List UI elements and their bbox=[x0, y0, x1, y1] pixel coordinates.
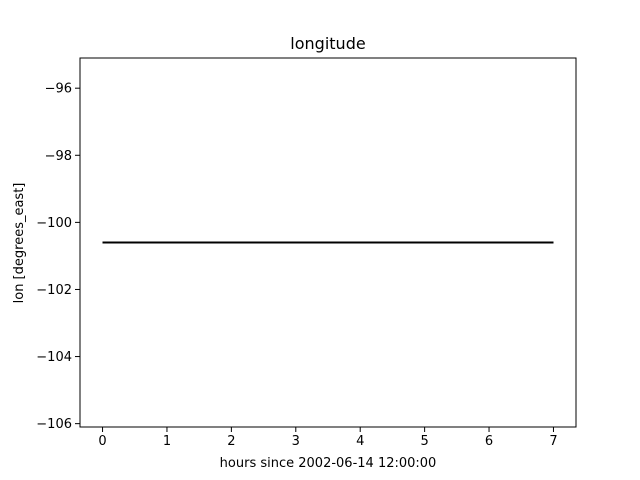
y-axis: −96 −98 −100 −102 −104 −106 bbox=[36, 82, 80, 432]
y-tick-label: −98 bbox=[45, 149, 72, 164]
y-tick-label: −102 bbox=[36, 283, 72, 298]
y-tick-label: −96 bbox=[45, 82, 72, 97]
x-tick-label: 6 bbox=[485, 434, 493, 449]
x-tick-label: 2 bbox=[227, 434, 235, 449]
x-tick-label: 5 bbox=[420, 434, 428, 449]
x-tick-label: 7 bbox=[549, 434, 557, 449]
chart-title: longitude bbox=[290, 34, 365, 53]
y-axis-label: lon [degrees_east] bbox=[12, 183, 27, 304]
x-tick-label: 3 bbox=[292, 434, 300, 449]
x-axis: 0 1 2 3 4 5 6 7 bbox=[98, 427, 558, 449]
x-tick-label: 4 bbox=[356, 434, 364, 449]
x-tick-label: 0 bbox=[98, 434, 106, 449]
x-axis-label: hours since 2002-06-14 12:00:00 bbox=[220, 456, 437, 471]
y-tick-label: −100 bbox=[36, 216, 72, 231]
plot-frame bbox=[79, 57, 577, 428]
y-tick-label: −106 bbox=[36, 417, 72, 432]
y-tick-label: −104 bbox=[36, 350, 72, 365]
x-tick-label: 1 bbox=[163, 434, 171, 449]
